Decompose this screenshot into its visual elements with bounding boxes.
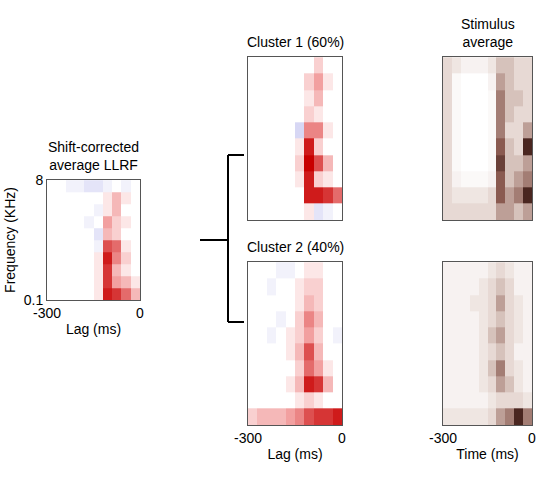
svg-text:Time (ms): Time (ms) (456, 446, 518, 462)
svg-text:Shift-correctedaverage LLRF: Shift-correctedaverage LLRF (48, 139, 139, 173)
svg-text:0: 0 (136, 305, 144, 321)
svg-text:Stimulusaverage: Stimulusaverage (461, 16, 515, 50)
svg-text:Lag (ms): Lag (ms) (66, 321, 121, 337)
svg-text:8: 8 (35, 172, 43, 188)
svg-text:Cluster 1 (60%): Cluster 1 (60%) (247, 34, 344, 50)
svg-text:-300: -300 (429, 430, 457, 446)
svg-text:0: 0 (338, 430, 346, 446)
svg-text:-300: -300 (234, 430, 262, 446)
svg-text:Frequency (KHz): Frequency (KHz) (2, 187, 18, 293)
svg-text:Lag (ms): Lag (ms) (267, 446, 322, 462)
svg-text:0: 0 (528, 430, 536, 446)
svg-text:-300: -300 (33, 305, 61, 321)
svg-text:Cluster 2 (40%): Cluster 2 (40%) (247, 239, 344, 255)
svg-text:0.1: 0.1 (24, 292, 44, 308)
